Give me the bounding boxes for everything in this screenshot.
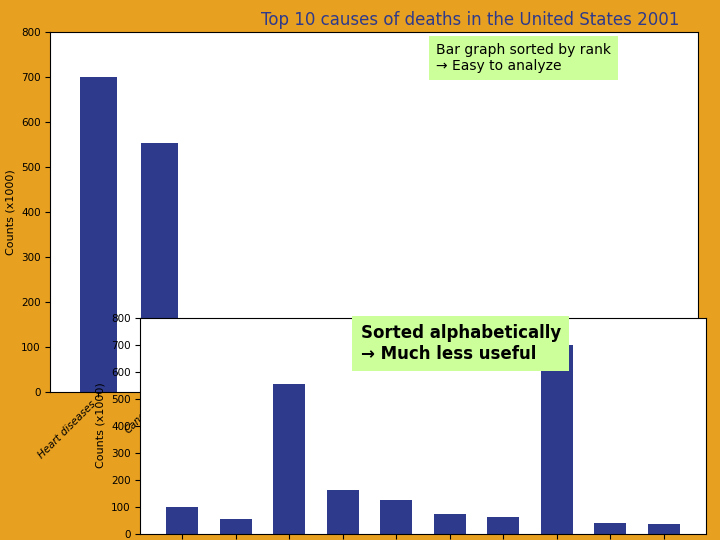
Bar xyxy=(594,523,626,534)
Text: Sorted alphabetically
→ Much less useful: Sorted alphabetically → Much less useful xyxy=(361,324,561,363)
Bar xyxy=(80,77,117,392)
Bar xyxy=(448,363,485,392)
Bar xyxy=(648,524,680,534)
Text: Top 10 causes of deaths in the United States 2001: Top 10 causes of deaths in the United St… xyxy=(261,11,679,30)
Bar xyxy=(387,359,423,392)
Y-axis label: Counts (x1000): Counts (x1000) xyxy=(96,383,106,468)
Bar xyxy=(327,489,359,534)
Bar xyxy=(571,374,608,391)
Text: Bar graph sorted by rank
→ Easy to analyze: Bar graph sorted by rank → Easy to analy… xyxy=(436,43,611,73)
Bar xyxy=(166,508,198,534)
Bar xyxy=(433,514,466,534)
Bar xyxy=(487,517,519,534)
Bar xyxy=(141,143,178,392)
Bar xyxy=(632,376,669,392)
Bar xyxy=(510,368,546,392)
Bar xyxy=(325,348,362,392)
Bar xyxy=(202,319,240,392)
Y-axis label: Counts (x1000): Counts (x1000) xyxy=(6,169,16,255)
Bar xyxy=(541,345,573,534)
Bar xyxy=(380,500,413,534)
Bar xyxy=(220,519,252,534)
Bar xyxy=(264,336,301,392)
Bar xyxy=(273,384,305,534)
